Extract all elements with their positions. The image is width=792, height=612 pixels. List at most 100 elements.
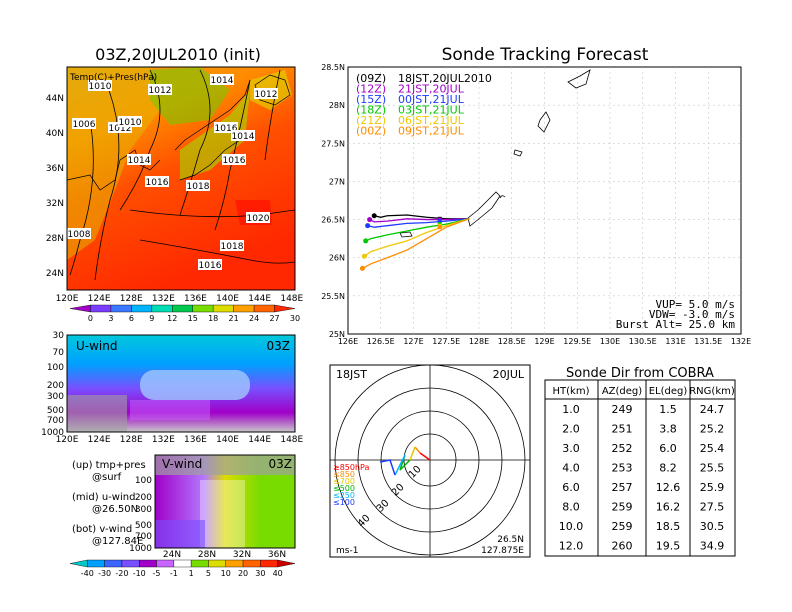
table-cell: 27.5 bbox=[700, 501, 725, 514]
colorbar-swatch bbox=[225, 559, 244, 568]
track-legend-text: 21JST,20JUL bbox=[398, 83, 465, 96]
isobar-label: 1008 bbox=[68, 230, 91, 240]
isobar-label-bg bbox=[108, 122, 132, 133]
colorbar-swatch bbox=[253, 304, 275, 313]
vwind-label: V-wind bbox=[162, 457, 202, 471]
vwind-x-tick: 24N bbox=[163, 550, 181, 560]
table-header: AZ(deg) bbox=[602, 386, 642, 397]
uwind-x-tick: 136E bbox=[184, 435, 207, 445]
colorbar-swatch bbox=[277, 559, 296, 568]
track-line bbox=[374, 214, 470, 220]
vwind-x-tick: 28N bbox=[198, 550, 216, 560]
map-lat-tick: 36N bbox=[46, 164, 64, 174]
track-lon-tick: 131E bbox=[665, 337, 685, 346]
polar-level-legend: ≥850hPa≤850≤700≤500≤250≤100 bbox=[333, 463, 370, 507]
tracking-legend: (09Z) 18JST,20JUL2010 (12Z) 21JST,20JUL (15Z… bbox=[356, 72, 492, 138]
table-body: HT(km) AZ(deg) EL(deg) RNG(km) 1.0 249 1.5 24.7… bbox=[553, 386, 735, 553]
vwind-y-tick: 500 bbox=[135, 521, 152, 531]
colorbar-tick: 21 bbox=[229, 314, 239, 323]
isobar-label-bg bbox=[254, 88, 278, 99]
uwind-x-tick: 140E bbox=[216, 435, 239, 445]
vwind-colorbar: -40 -30 -20 -10 -5 -1 1 5 10 20 30 40 bbox=[69, 559, 296, 578]
isobar-label: 1014 bbox=[211, 76, 234, 86]
table-cell: 30.5 bbox=[700, 520, 725, 533]
colorbar-swatch bbox=[139, 559, 157, 568]
uwind-x-ticks: 120E 124E 128E 132E 136E 140E 144E 148E bbox=[56, 435, 304, 445]
track-lat-tick: 25.5N bbox=[321, 292, 345, 301]
tracking-islands bbox=[399, 69, 591, 238]
map-lat-tick: 24N bbox=[46, 269, 64, 279]
isobar-label-bg bbox=[148, 84, 172, 95]
track-lon-tick: 127E bbox=[403, 337, 423, 346]
uwind-time: 03Z bbox=[267, 339, 291, 353]
table-cell: 25.4 bbox=[700, 442, 725, 455]
track-lon-tick: 126E bbox=[338, 337, 358, 346]
isobar-label: 1020 bbox=[247, 214, 270, 224]
uwind-x-tick: 128E bbox=[120, 435, 143, 445]
isobar-label-bg bbox=[198, 259, 222, 270]
colorbar-tick: 40 bbox=[273, 569, 283, 578]
vwind-x-tick: 36N bbox=[268, 550, 286, 560]
track-lon-tick: 131.5E bbox=[694, 337, 722, 346]
colorbar-swatch bbox=[121, 559, 140, 568]
isobar-label-bg bbox=[214, 122, 238, 133]
coastline bbox=[66, 74, 291, 191]
track-legend-tag: (21Z) bbox=[356, 114, 386, 127]
track-legend-text: 03JST,21JUL bbox=[398, 104, 465, 117]
track-lon-tick: 126.5E bbox=[367, 337, 395, 346]
table-cell: 249 bbox=[612, 403, 633, 416]
colorbar-tick: -40 bbox=[81, 569, 94, 578]
table-cell: 4.0 bbox=[562, 462, 580, 475]
colorbar-swatch bbox=[151, 304, 173, 313]
tracking-lon-ticks: 126E 126.5E 127E 127.5E 128E 128.5E 129E 129.5E… bbox=[338, 337, 751, 346]
track-legend-tag: (18Z) bbox=[356, 104, 386, 117]
table-cell: 18.5 bbox=[656, 520, 681, 533]
table-cell: 12.6 bbox=[656, 481, 681, 494]
legend-bot: (bot) v-wind bbox=[72, 524, 132, 535]
track-end-point bbox=[361, 253, 367, 259]
vwind-y-tick: 1000 bbox=[129, 544, 152, 554]
uwind-y-tick: 100 bbox=[47, 363, 64, 373]
isobar-label-bg bbox=[145, 176, 169, 187]
map-lon-tick: 144E bbox=[248, 294, 271, 304]
colorbar-tick: 10 bbox=[221, 569, 231, 578]
map-lon-tick: 136E bbox=[184, 294, 207, 304]
legend-up-2: @surf bbox=[92, 472, 122, 483]
uwind-y-tick: 700 bbox=[47, 416, 64, 426]
legend-up: (up) tmp+pres bbox=[72, 460, 146, 471]
table-cell: 259 bbox=[612, 520, 633, 533]
okinawa-island bbox=[467, 191, 501, 227]
colorbar-swatch bbox=[233, 304, 255, 313]
map-title: 03Z,20JUL2010 (init) bbox=[95, 45, 261, 64]
map-lat-tick: 32N bbox=[46, 199, 64, 209]
colorbar-tick: 5 bbox=[206, 569, 211, 578]
uwind-y-tick: 300 bbox=[47, 392, 64, 402]
track-lon-tick: 127.5E bbox=[432, 337, 460, 346]
uwind-x-tick: 120E bbox=[56, 435, 79, 445]
isobar-label: 1018 bbox=[221, 242, 244, 252]
map-lon-tick: 124E bbox=[88, 294, 111, 304]
legend-mid-2: @26.50N bbox=[92, 504, 138, 515]
tracking-frame bbox=[347, 66, 742, 335]
colorbar-swatch bbox=[69, 304, 91, 313]
table-cell: 2.0 bbox=[562, 423, 580, 436]
polar-level-label: ≤500 bbox=[333, 484, 355, 493]
isobar-label-bg bbox=[222, 154, 246, 165]
map-lon-ticks: 120E 124E 128E 132E 136E 140E 144E 148E bbox=[56, 294, 304, 304]
map-lat-tick: 40N bbox=[46, 129, 64, 139]
map-frame bbox=[66, 66, 296, 291]
burst-text: Burst Alt= 25.0 km bbox=[616, 318, 736, 331]
polar-level-label: ≤850 bbox=[333, 470, 355, 479]
table-cell: 251 bbox=[612, 423, 633, 436]
isobar-label: 1012 bbox=[255, 90, 278, 100]
colorbar-tick: 24 bbox=[249, 314, 259, 323]
track-lat-tick: 28.5N bbox=[321, 63, 345, 72]
track-legend-text: 09JST,21JUL bbox=[398, 125, 465, 138]
track-lat-tick: 26.5N bbox=[321, 216, 345, 225]
colorbar-tick: 6 bbox=[129, 314, 134, 323]
legend-mid: (mid) u-wind bbox=[72, 492, 135, 503]
isobar-label: 1006 bbox=[73, 120, 96, 130]
table-cell: 25.9 bbox=[700, 481, 725, 494]
